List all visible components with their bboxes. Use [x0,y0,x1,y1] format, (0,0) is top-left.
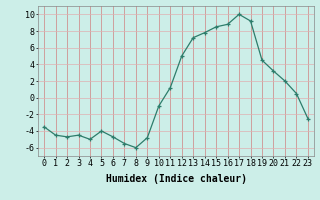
X-axis label: Humidex (Indice chaleur): Humidex (Indice chaleur) [106,174,246,184]
